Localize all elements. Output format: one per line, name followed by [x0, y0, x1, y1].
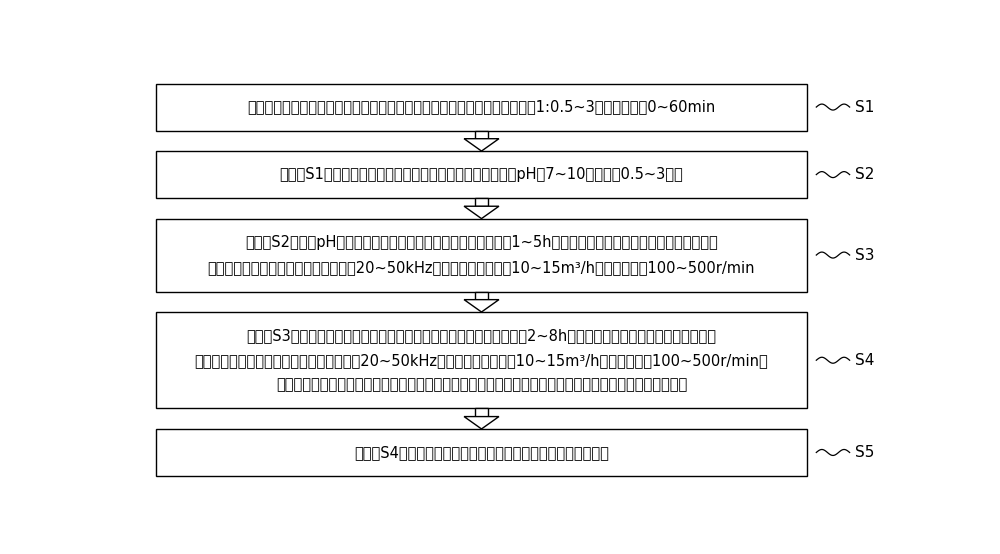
Text: 向步骤S2中调节pH后的磷泥浆液中加入一定量一段氧化剂，进行1~5h氧化反应，并在反应过程中进行持续超声、: 向步骤S2中调节pH后的磷泥浆液中加入一定量一段氧化剂，进行1~5h氧化反应，并… [245, 235, 718, 250]
Polygon shape [464, 138, 499, 151]
Text: S4: S4 [855, 353, 874, 368]
Text: 向步骤S1得到的磷泥浆液中加入碱性试剂，调节磷泥浆液的pH为7~10，并搞拌0.5~3小时: 向步骤S1得到的磷泥浆液中加入碱性试剂，调节磷泥浆液的pH为7~10，并搞拌0.… [280, 167, 683, 182]
FancyBboxPatch shape [475, 291, 488, 300]
FancyBboxPatch shape [475, 408, 488, 417]
Text: 对步骤S4中进行二段氧化后的磷泥浆液进行脱水处理，得到泥渣: 对步骤S4中进行二段氧化后的磷泥浆液进行脱水处理，得到泥渣 [354, 445, 609, 460]
Text: S5: S5 [855, 445, 874, 460]
Polygon shape [464, 206, 499, 219]
Text: 向步骤S3中进行一段氧化后的磷泥浆液中加入一定量二段氧化剂，进行2~8h氧化反应，并在反应过程中进行持续超: 向步骤S3中进行一段氧化后的磷泥浆液中加入一定量二段氧化剂，进行2~8h氧化反应… [246, 329, 716, 343]
Text: S3: S3 [855, 248, 875, 263]
FancyBboxPatch shape [156, 429, 807, 476]
Text: 所述二段氧化剂用量大于一段氧化剂的用量，且所述二段氧化剂的氧化电位值高于一段氧化剂的氧化电位值: 所述二段氧化剂用量大于一段氧化剂的用量，且所述二段氧化剂的氧化电位值高于一段氧化… [276, 377, 687, 392]
FancyBboxPatch shape [156, 219, 807, 291]
FancyBboxPatch shape [156, 312, 807, 408]
Text: 曝气及搞拌处理，其中，超声波频率为20~50kHz，曝气的气体流量为10~15m³/h，搞拌速度为100~500r/min: 曝气及搞拌处理，其中，超声波频率为20~50kHz，曝气的气体流量为10~15m… [208, 260, 755, 275]
Text: 向原始磷泥中加入水进行研磨，得到磷泥浆液，其中，磷泥与水的质量比为1:0.5~3，研磨时间为0~60min: 向原始磷泥中加入水进行研磨，得到磷泥浆液，其中，磷泥与水的质量比为1:0.5~3… [247, 100, 716, 115]
FancyBboxPatch shape [156, 151, 807, 198]
Polygon shape [464, 300, 499, 312]
Text: S2: S2 [855, 167, 874, 182]
FancyBboxPatch shape [475, 198, 488, 206]
FancyBboxPatch shape [475, 131, 488, 138]
FancyBboxPatch shape [156, 84, 807, 131]
Polygon shape [464, 417, 499, 429]
Text: 声、曝气及搞拌处理，其中，超声波频率为20~50kHz，曝气的气体流量为10~15m³/h，搞拌速度为100~500r/min；: 声、曝气及搞拌处理，其中，超声波频率为20~50kHz，曝气的气体流量为10~1… [195, 353, 768, 368]
Text: S1: S1 [855, 100, 874, 115]
